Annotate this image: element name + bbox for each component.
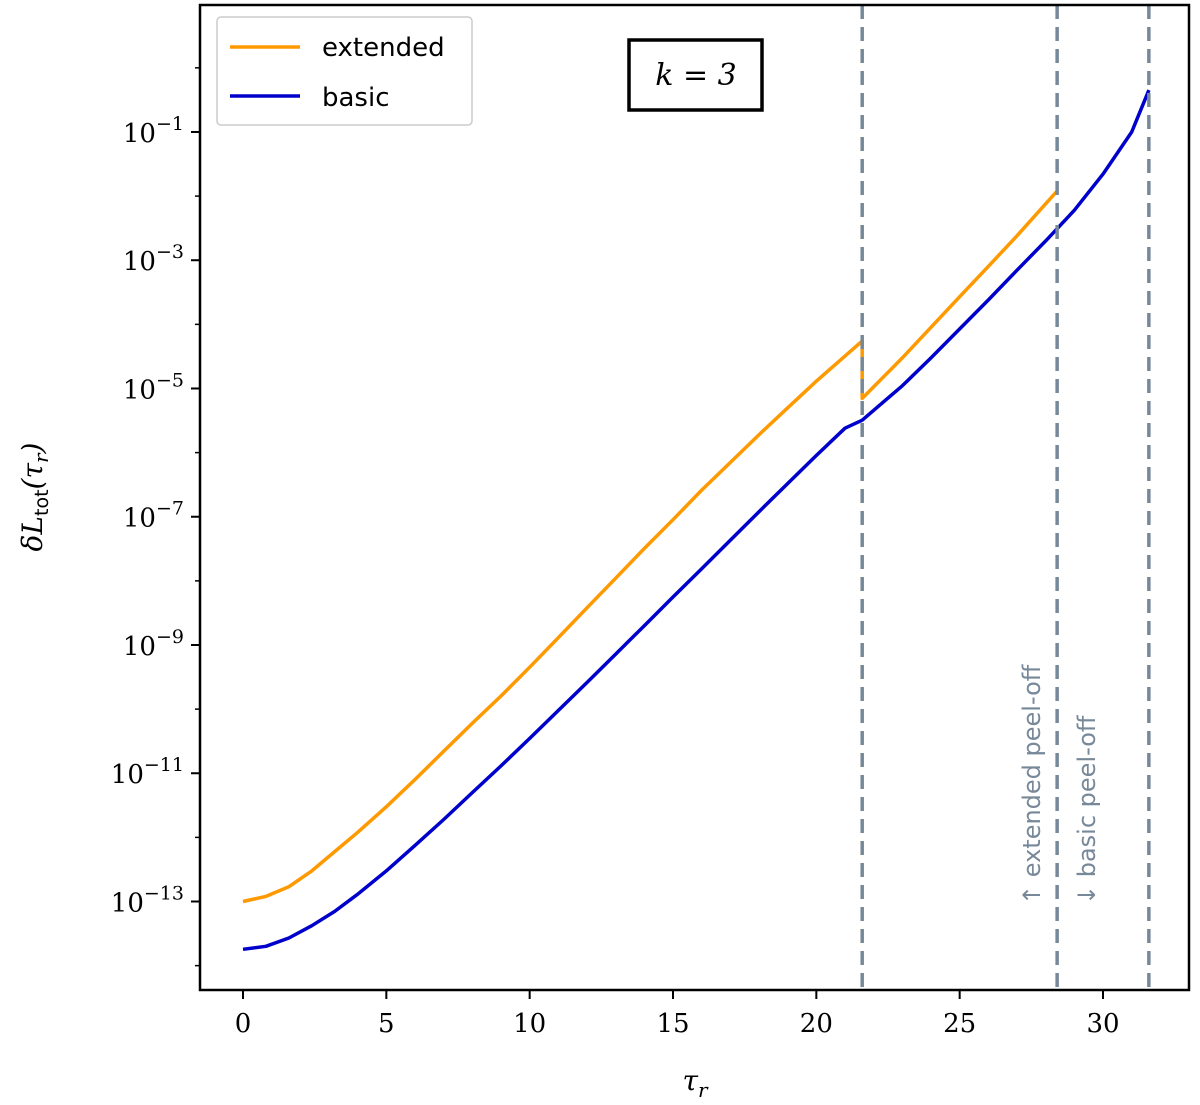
- annotation-basic-peel-off: ↓ basic peel-off: [1073, 715, 1101, 905]
- series-line-extended: [242, 189, 1059, 904]
- k-box-frame: [627, 38, 764, 112]
- y-axis-label: δLtot(τr): [16, 443, 53, 552]
- x-ticks: 0 5 10 15 20 25 30: [235, 990, 1120, 1039]
- k-box-text: k = 3: [655, 58, 736, 93]
- vlines-layer: [860, 5, 1151, 990]
- x-tick-label: 5: [378, 1009, 395, 1039]
- x-tick-label: 10: [513, 1009, 546, 1039]
- y-ticks: 10−13 10−11 10−9 10−7 10−5 10−3 10−1: [111, 67, 200, 967]
- x-tick-label: 20: [800, 1009, 833, 1039]
- plot-frame: [198, 3, 1191, 992]
- x-tick-label: 0: [235, 1009, 252, 1039]
- y-tick-label: 10−11: [111, 754, 184, 790]
- legend-box: [216, 16, 473, 126]
- y-tick-label: 10−9: [123, 626, 184, 662]
- lines-layer: [242, 89, 1151, 952]
- x-axis-label: τr: [682, 1064, 709, 1102]
- annotations: ↑ extended peel-off ↓ basic peel-off: [1018, 664, 1101, 905]
- k-label-box: k = 3: [627, 38, 764, 112]
- y-tick-label: 10−13: [111, 883, 184, 919]
- x-tick-label: 30: [1086, 1009, 1119, 1039]
- y-tick-label: 10−5: [123, 369, 184, 405]
- legend-label-basic: basic: [322, 83, 390, 113]
- y-tick-label: 10−7: [123, 498, 184, 534]
- x-tick-label: 25: [943, 1009, 976, 1039]
- legend-label-extended: extended: [322, 33, 445, 63]
- x-tick-label: 15: [656, 1009, 689, 1039]
- svg-text:δLtot(τr): δLtot(τr): [16, 443, 53, 552]
- series-line-basic: [242, 89, 1151, 952]
- legend: extended basic: [216, 16, 473, 126]
- y-tick-label: 10−3: [123, 241, 184, 277]
- y-tick-label: 10−1: [123, 113, 184, 149]
- annotation-extended-peel-off: ↑ extended peel-off: [1018, 664, 1046, 905]
